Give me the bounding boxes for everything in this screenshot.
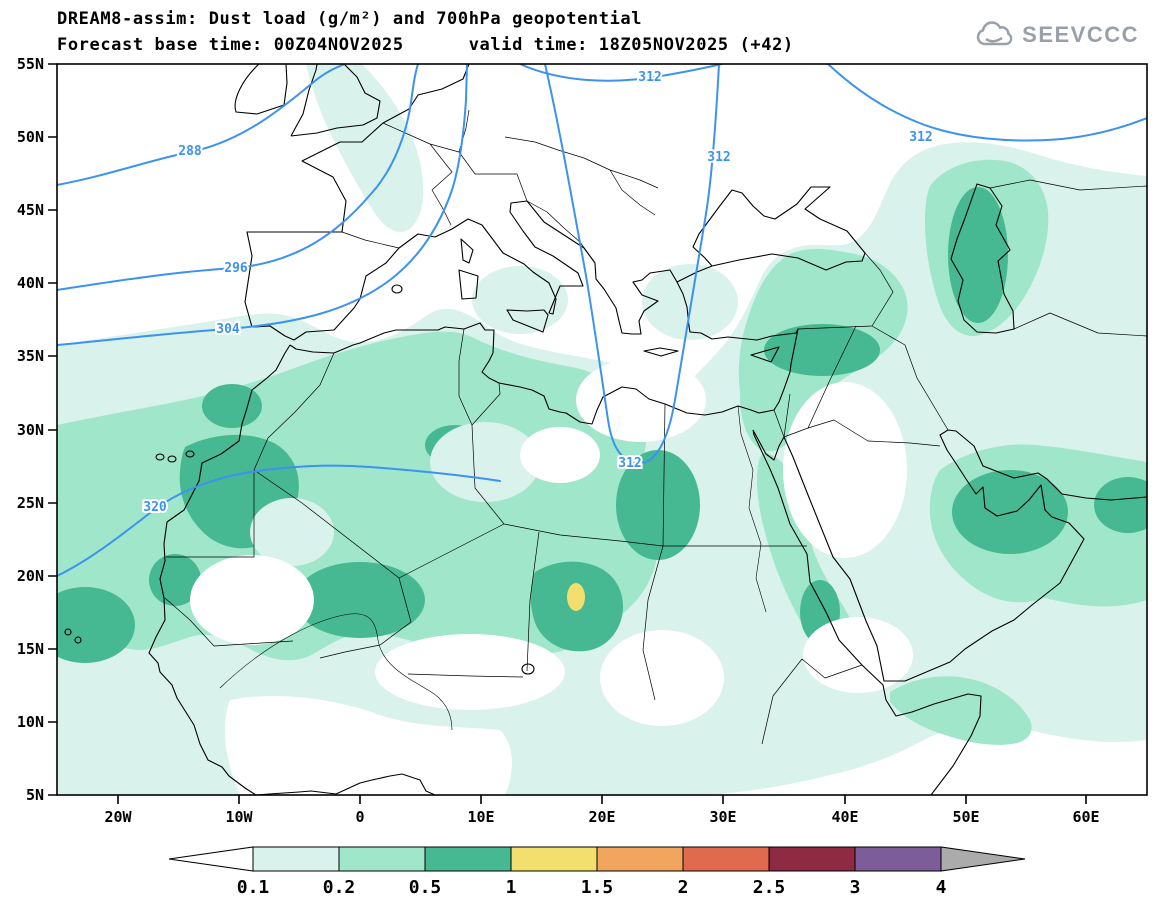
colorbar-label: 2.5 bbox=[753, 877, 786, 898]
coastline-red-sea-arabia bbox=[752, 429, 1147, 795]
title-block: DREAM8-assim: Dust load (g/m²) and 700hP… bbox=[57, 6, 794, 58]
y-tick-label: 15N bbox=[17, 640, 44, 658]
contour-label: 312 bbox=[618, 456, 641, 471]
chart-title: DREAM8-assim: Dust load (g/m²) and 700hP… bbox=[57, 9, 643, 29]
contour-label: 296 bbox=[224, 261, 248, 276]
colorbar-label: 1.5 bbox=[581, 877, 614, 898]
colorbar-segment bbox=[768, 846, 856, 872]
dust-region-pale-pockets bbox=[250, 421, 541, 566]
x-tick-label: 20W bbox=[104, 808, 132, 826]
colorbar-label: 2 bbox=[678, 877, 689, 898]
rivers bbox=[219, 405, 767, 731]
contour-label: 288 bbox=[178, 144, 202, 159]
contour-label: 312 bbox=[909, 130, 932, 145]
y-tick-label: 10N bbox=[17, 713, 44, 731]
contour-312-trough bbox=[544, 64, 720, 465]
contour-label: 320 bbox=[143, 500, 167, 515]
cloud-outline bbox=[976, 21, 1013, 46]
dust-region-yellow-hotspot bbox=[567, 583, 585, 611]
y-tick-label: 25N bbox=[17, 494, 44, 512]
y-tick-label: 30N bbox=[17, 421, 44, 439]
colorbar-label: 4 bbox=[936, 877, 947, 898]
y-tick-label: 55N bbox=[17, 55, 44, 73]
x-axis-ticks bbox=[117, 795, 1087, 804]
colorbar-label: 0.2 bbox=[323, 877, 356, 898]
x-tick-label: 50E bbox=[952, 808, 979, 826]
colorbar bbox=[168, 846, 1026, 872]
contour-312-top bbox=[519, 64, 723, 82]
coastline-europe-africa bbox=[148, 64, 799, 795]
colorbar-label: 0.1 bbox=[237, 877, 270, 898]
contour-label-layer: 288 296 304 312 312 312 312 320 bbox=[141, 68, 934, 517]
contour-288 bbox=[57, 64, 346, 186]
seevccc-cloud-icon bbox=[976, 21, 1013, 46]
colorbar-segment bbox=[338, 846, 426, 872]
colorbar-segment bbox=[682, 846, 770, 872]
contour-layer bbox=[57, 64, 1147, 577]
colorbar-labels: 0.1 0.2 0.5 1 1.5 2 2.5 3 4 bbox=[237, 877, 947, 898]
x-tick-label: 30E bbox=[709, 808, 736, 826]
y-axis-labels: 55N 50N 45N 40N 35N 30N 25N 20N 15N 10N … bbox=[17, 55, 44, 804]
y-tick-label: 50N bbox=[17, 128, 44, 146]
colorbar-segment bbox=[596, 846, 684, 872]
x-axis-labels: 20W 10W 0 10E 20E 30E 40E 50E 60E bbox=[104, 808, 1099, 826]
x-tick-label: 0 bbox=[355, 808, 364, 826]
contour-304 bbox=[57, 64, 468, 346]
dust-fill-layer bbox=[57, 64, 1147, 795]
colorbar-segment bbox=[252, 846, 340, 872]
colorbar-segment bbox=[854, 846, 942, 872]
dust-region-clear-pockets bbox=[190, 358, 913, 795]
y-axis-ticks bbox=[48, 63, 57, 796]
colorbar-label: 3 bbox=[850, 877, 861, 898]
coastline-islands bbox=[64, 238, 780, 675]
contour-label: 304 bbox=[216, 322, 240, 337]
x-tick-label: 60E bbox=[1072, 808, 1099, 826]
x-tick-label: 10E bbox=[467, 808, 494, 826]
coastline-british-isles bbox=[234, 64, 381, 137]
x-tick-label: 40E bbox=[831, 808, 858, 826]
colorbar-segment bbox=[424, 846, 512, 872]
y-tick-label: 45N bbox=[17, 201, 44, 219]
y-tick-label: 40N bbox=[17, 274, 44, 292]
colorbar-segment bbox=[510, 846, 598, 872]
contour-296 bbox=[57, 64, 419, 291]
logo-text: SEEVCCC bbox=[1022, 22, 1139, 47]
colorbar-label: 1 bbox=[506, 877, 517, 898]
colorbar-overflow-arrow bbox=[940, 846, 1026, 872]
colorbar-underflow-arrow bbox=[168, 846, 254, 872]
contour-label: 312 bbox=[707, 150, 730, 165]
y-tick-label: 5N bbox=[26, 786, 44, 804]
colorbar-label: 0.5 bbox=[409, 877, 442, 898]
coastline-black-sea bbox=[676, 186, 866, 283]
y-tick-label: 35N bbox=[17, 347, 44, 365]
cloud-swoosh bbox=[985, 36, 1003, 43]
contour-312-northeast bbox=[827, 64, 1147, 142]
y-tick-label: 20N bbox=[17, 567, 44, 585]
chart-subtitle: Forecast base time: 00Z04NOV2025 valid t… bbox=[57, 35, 794, 55]
country-borders bbox=[164, 109, 1147, 745]
x-tick-label: 10W bbox=[225, 808, 253, 826]
seevccc-logo: SEEVCCC bbox=[972, 20, 1139, 50]
contour-label: 312 bbox=[638, 70, 661, 85]
contour-320 bbox=[57, 464, 501, 577]
border-layer bbox=[164, 109, 1147, 745]
x-tick-label: 20E bbox=[588, 808, 615, 826]
